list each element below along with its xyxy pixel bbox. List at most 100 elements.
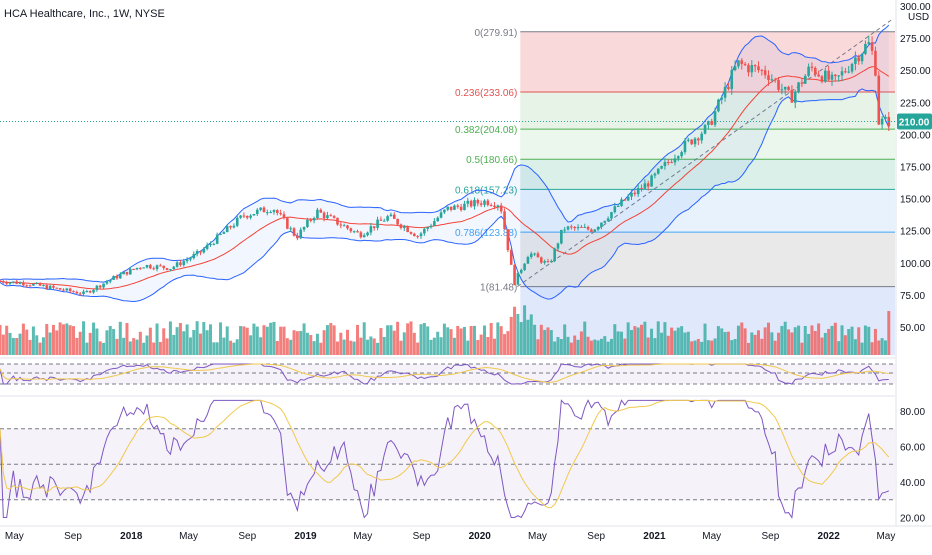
- volume-bar: [48, 332, 52, 355]
- candle-body: [212, 243, 216, 245]
- volume-bar: [325, 325, 329, 355]
- candle-body: [115, 275, 119, 279]
- volume-bar: [800, 342, 804, 355]
- price-tick-label: 50.00: [900, 323, 925, 334]
- candle-body: [386, 216, 389, 221]
- candle-body: [840, 71, 844, 76]
- candle-body: [165, 268, 169, 270]
- candle-body: [309, 219, 313, 221]
- volume-bar: [215, 342, 219, 355]
- time-axis: May Sep 2018 May Sep 2019 May Sep 2020 May Sep 2021…: [0, 0, 932, 542]
- volume-bar: [225, 326, 229, 355]
- candle-body: [159, 265, 162, 267]
- volume-bar: [693, 340, 697, 355]
- candle-body: [556, 243, 560, 249]
- volume-bar: [165, 338, 169, 355]
- candle-body: [366, 232, 369, 236]
- volume-bar: [432, 337, 436, 355]
- candle-body: [676, 156, 680, 159]
- volume-bar: [640, 324, 644, 355]
- volume-bar: [710, 340, 714, 355]
- volume-bar: [219, 322, 223, 355]
- candle-body: [433, 221, 436, 226]
- candle-body: [857, 57, 861, 62]
- volume-bar: [128, 341, 132, 355]
- volume-bar: [446, 327, 450, 355]
- candle-body: [536, 253, 540, 258]
- volume-bar: [95, 328, 99, 355]
- time-tick-label: May: [876, 531, 895, 542]
- candle-body: [590, 229, 593, 232]
- volume-bar: [242, 326, 246, 355]
- volume-bar: [412, 332, 416, 355]
- volume-bar: [352, 341, 356, 355]
- fib-zone: [520, 232, 895, 287]
- candle-body: [205, 244, 209, 249]
- volume-bar: [392, 330, 396, 355]
- volume-bar: [102, 342, 106, 355]
- candle-body: [533, 253, 536, 255]
- volume-bar: [803, 326, 807, 355]
- volume-bar: [108, 326, 112, 355]
- volume-bar: [870, 342, 874, 355]
- volume-bar: [245, 327, 249, 355]
- volume-bar: [663, 322, 667, 355]
- candle-body: [770, 79, 774, 81]
- candle-body: [610, 212, 613, 219]
- candle-body: [346, 225, 349, 229]
- volume-bar: [38, 342, 42, 355]
- volume-bar: [239, 326, 243, 355]
- volume-bar: [349, 340, 353, 355]
- candle-body: [593, 229, 597, 232]
- candle-body: [690, 139, 693, 145]
- volume-bar: [777, 332, 781, 355]
- volume-bar: [249, 335, 253, 355]
- volume-bar: [0, 324, 2, 355]
- candle-body: [640, 188, 643, 190]
- volume-bar: [332, 325, 336, 355]
- candle-body: [600, 222, 603, 228]
- candle-body: [262, 207, 266, 213]
- candle-body: [118, 274, 122, 279]
- rsi-tick-label: 60.00: [900, 443, 925, 454]
- candle-body: [132, 268, 135, 270]
- volume-bar: [339, 332, 343, 355]
- candle-body: [646, 183, 650, 187]
- candle-body: [389, 214, 393, 217]
- volume-bar: [292, 330, 296, 355]
- candle-body: [406, 226, 409, 232]
- time-tick-label: May: [179, 531, 198, 542]
- volume-bar: [589, 340, 593, 355]
- candle-body: [870, 42, 874, 51]
- candle-body: [650, 175, 653, 187]
- volume-bar: [646, 337, 650, 355]
- chart-title: HCA Healthcare, Inc., 1W, NYSE: [4, 8, 165, 20]
- price-tick-label: 75.00: [900, 291, 925, 302]
- candle-body: [32, 283, 35, 286]
- volume-bar: [61, 324, 65, 355]
- candle-body: [392, 214, 396, 219]
- volume-bar: [315, 333, 319, 355]
- volume-bar: [509, 316, 513, 355]
- volume-bar: [329, 323, 333, 355]
- volume-bar: [482, 325, 486, 355]
- volume-bar: [142, 342, 146, 355]
- volume-bar: [820, 337, 824, 355]
- volume-bar: [579, 331, 583, 355]
- volume-bar: [767, 322, 771, 355]
- candle-body: [446, 206, 450, 210]
- price-tick-label: 225.00: [900, 98, 931, 109]
- candle-body: [693, 138, 697, 145]
- candle-body: [810, 66, 814, 68]
- candle-body: [807, 66, 810, 76]
- candle-body: [232, 225, 236, 228]
- candle-body: [884, 116, 887, 119]
- volume-bar: [11, 337, 15, 355]
- volume-bar: [867, 326, 871, 355]
- volume-bar: [25, 329, 29, 355]
- volume-bar: [596, 340, 600, 355]
- candle-body: [403, 226, 406, 228]
- candle-body: [539, 257, 543, 263]
- volume-bar: [319, 342, 323, 355]
